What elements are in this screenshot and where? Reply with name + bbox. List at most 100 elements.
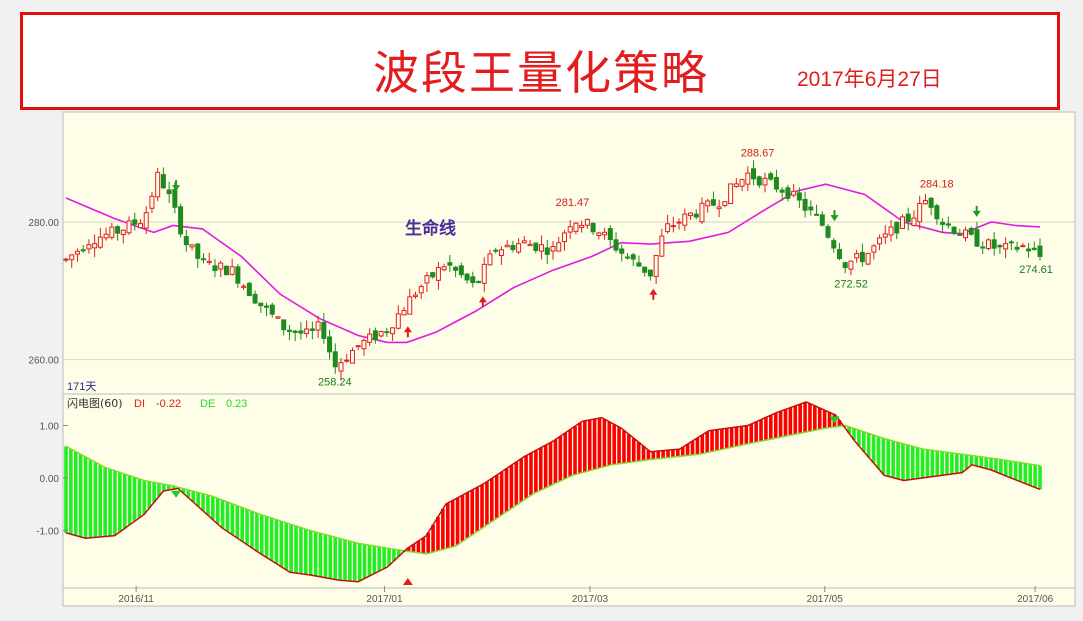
candle-body: [630, 254, 636, 260]
candle-body: [539, 244, 545, 252]
price-annotation: 274.61: [1019, 264, 1053, 276]
candle-body: [1020, 245, 1026, 248]
candle-body: [246, 282, 252, 297]
candle-body: [791, 190, 797, 196]
price-annotation: 288.67: [741, 147, 775, 159]
life-line-label: 生命线: [405, 218, 456, 239]
candle-body: [705, 200, 711, 207]
indicator-sell-marker: [829, 416, 840, 424]
candle-body: [286, 329, 292, 332]
candle-body: [304, 328, 310, 335]
sell-signal-arrow: [972, 205, 981, 217]
candle-body: [561, 232, 567, 243]
candle-body: [229, 266, 235, 275]
candle-body: [905, 213, 911, 223]
candle-body: [269, 304, 275, 315]
candle-body: [831, 240, 837, 249]
candle-body: [728, 183, 734, 205]
candle-body: [155, 171, 161, 198]
candle-body: [172, 189, 178, 208]
candle-body: [842, 262, 848, 269]
indicator-lines: [65, 401, 1041, 583]
price-y-tick: 260.00: [28, 356, 59, 367]
indicator-sell-marker: [171, 490, 182, 498]
candle-body: [745, 172, 751, 185]
candle-body: [476, 280, 482, 283]
candle-body: [183, 236, 189, 246]
candle-body: [544, 247, 550, 255]
candle-body: [493, 249, 499, 252]
candle-body: [590, 222, 596, 233]
candle-body: [1014, 246, 1020, 250]
candle-body: [521, 240, 527, 244]
candle-body: [126, 220, 132, 234]
candle-body: [367, 333, 373, 343]
indicator-panel: [62, 393, 1076, 589]
candle-body: [516, 243, 522, 253]
candle-body: [785, 187, 791, 199]
candle-body: [567, 226, 573, 233]
candle-body: [579, 225, 585, 228]
candle-body: [430, 272, 436, 278]
candle-body: [911, 217, 917, 226]
candle-body: [338, 362, 344, 372]
candle-body: [768, 173, 774, 180]
candle-body: [596, 232, 602, 236]
indicator-buy-marker: [402, 578, 413, 585]
candle-body: [464, 273, 470, 281]
candle-body: [504, 244, 510, 248]
indicator-y-tick: 1.00: [40, 421, 60, 432]
page-title: 波段王量化策略: [373, 46, 709, 100]
candle-body: [963, 229, 969, 239]
candle-body: [854, 253, 860, 259]
header-banner: 波段王量化策略 2017年6月27日: [20, 12, 1060, 110]
legend-di-value: -0.22: [156, 398, 181, 410]
candle-body: [258, 302, 264, 307]
candle-body: [160, 174, 166, 189]
candle-body: [624, 256, 630, 259]
candle-body: [682, 213, 688, 226]
candle-body: [951, 226, 957, 234]
x-axis-label: 2017/06: [1017, 594, 1054, 605]
candle-body: [223, 265, 229, 276]
candle-body: [556, 242, 562, 252]
period-label: 171天: [67, 381, 96, 393]
candle-body: [814, 213, 820, 216]
candle-body: [917, 202, 923, 223]
candle-body: [372, 330, 378, 341]
candle-body: [762, 177, 768, 186]
candle-body: [97, 236, 103, 248]
candle-body: [888, 226, 894, 236]
candle-body: [848, 260, 854, 270]
indicator-name: 闪电图(60): [67, 396, 123, 410]
candle-body: [940, 221, 946, 225]
candle-body: [441, 266, 447, 271]
price-annotation: 281.47: [556, 197, 590, 209]
candle-body: [332, 351, 338, 368]
candle-body: [390, 327, 396, 335]
price-panel: [62, 111, 1076, 395]
buy-signal-arrow: [403, 326, 412, 338]
candle-body: [178, 206, 184, 235]
candle-body: [481, 263, 487, 284]
candle-body: [607, 228, 613, 240]
candle-body: [292, 330, 298, 333]
candle-body: [710, 199, 716, 206]
candle-body: [498, 249, 504, 257]
candle-body: [825, 226, 831, 238]
candle-body: [899, 216, 905, 229]
candle-body: [945, 223, 951, 226]
candle-body: [412, 294, 418, 298]
x-axis-label: 2017/01: [366, 594, 403, 605]
candle-body: [435, 267, 441, 281]
candle-body: [871, 245, 877, 253]
sell-signal-arrow: [172, 180, 181, 192]
candle-body: [470, 276, 476, 283]
candle-body: [252, 293, 258, 304]
candle-body: [693, 213, 699, 218]
x-axis-label: 2017/05: [807, 594, 844, 605]
candle-body: [688, 212, 694, 217]
legend-de-value: 0.23: [226, 398, 247, 410]
sell-signal-arrow: [830, 210, 839, 222]
candle-body: [802, 198, 808, 211]
